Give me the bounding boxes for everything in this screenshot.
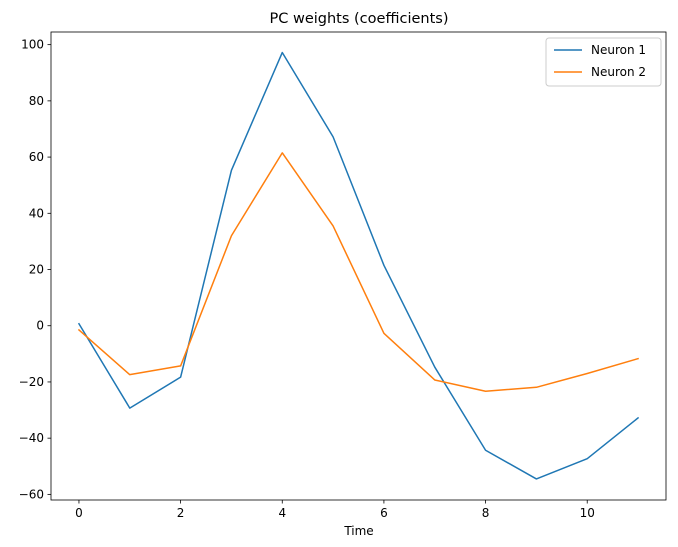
x-tick-label: 0 bbox=[75, 506, 83, 520]
axes-frame bbox=[50, 31, 667, 501]
y-tick-label: 100 bbox=[21, 38, 44, 52]
legend-label-1: Neuron 1 bbox=[591, 43, 646, 57]
legend-label-2: Neuron 2 bbox=[591, 65, 646, 79]
x-tick-label: 10 bbox=[580, 506, 595, 520]
x-tick-label: 8 bbox=[482, 506, 490, 520]
y-tick-label: 20 bbox=[29, 263, 44, 277]
series-line-1 bbox=[77, 51, 640, 480]
y-tick-label: 40 bbox=[29, 206, 44, 220]
chart-title: PC weights (coefficients) bbox=[270, 11, 449, 27]
y-tick-label: 0 bbox=[36, 319, 44, 333]
x-axis-label: Time bbox=[343, 524, 373, 538]
y-tick-label: −20 bbox=[19, 375, 44, 389]
x-tick-label: 4 bbox=[278, 506, 286, 520]
x-tick-label: 6 bbox=[380, 506, 388, 520]
y-tick-label: 60 bbox=[29, 150, 44, 164]
legend: Neuron 1 Neuron 2 bbox=[545, 37, 662, 87]
y-tick-label: −60 bbox=[19, 487, 44, 501]
x-tick-label: 2 bbox=[177, 506, 185, 520]
y-tick-label: 80 bbox=[29, 94, 44, 108]
series-line-2 bbox=[77, 152, 639, 392]
y-tick-label: −40 bbox=[19, 431, 44, 445]
